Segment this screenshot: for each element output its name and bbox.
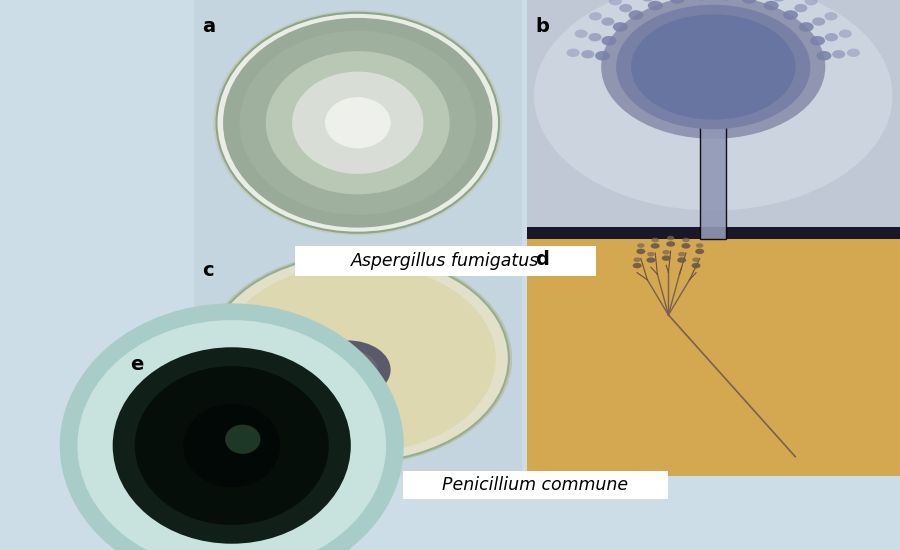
Ellipse shape [783, 10, 798, 20]
Ellipse shape [184, 404, 280, 487]
Ellipse shape [825, 33, 838, 41]
Ellipse shape [59, 304, 404, 550]
Text: b: b [536, 16, 549, 36]
FancyBboxPatch shape [526, 227, 900, 239]
Ellipse shape [329, 107, 359, 123]
Ellipse shape [816, 51, 832, 60]
Ellipse shape [670, 0, 685, 4]
Text: e: e [130, 355, 144, 374]
Ellipse shape [812, 18, 825, 26]
Ellipse shape [112, 347, 351, 544]
Ellipse shape [566, 48, 580, 57]
Ellipse shape [742, 0, 757, 4]
Ellipse shape [631, 14, 796, 120]
Circle shape [692, 257, 700, 262]
Ellipse shape [795, 4, 807, 12]
Ellipse shape [628, 10, 644, 20]
Ellipse shape [319, 349, 377, 390]
Ellipse shape [832, 50, 845, 58]
Text: c: c [202, 261, 214, 280]
Ellipse shape [351, 101, 375, 120]
Circle shape [667, 236, 674, 240]
Circle shape [691, 263, 700, 268]
Ellipse shape [223, 18, 492, 228]
Circle shape [647, 252, 654, 256]
Ellipse shape [764, 1, 778, 10]
Ellipse shape [292, 72, 423, 174]
Ellipse shape [207, 255, 508, 462]
Ellipse shape [601, 36, 617, 46]
Circle shape [646, 257, 655, 263]
Circle shape [678, 252, 686, 256]
Circle shape [662, 255, 670, 261]
Ellipse shape [340, 101, 364, 120]
Text: a: a [202, 16, 216, 36]
Ellipse shape [356, 107, 386, 123]
Ellipse shape [613, 22, 627, 32]
Circle shape [633, 263, 642, 268]
Circle shape [696, 243, 704, 248]
Ellipse shape [641, 0, 654, 2]
Ellipse shape [847, 48, 860, 57]
Ellipse shape [799, 22, 814, 32]
Ellipse shape [805, 0, 818, 6]
Text: Aspergillus fumigatus: Aspergillus fumigatus [351, 252, 540, 270]
Ellipse shape [772, 0, 786, 2]
Ellipse shape [616, 5, 810, 129]
Ellipse shape [574, 30, 588, 38]
Ellipse shape [534, 0, 893, 211]
FancyBboxPatch shape [194, 250, 522, 476]
Ellipse shape [225, 425, 260, 454]
Ellipse shape [589, 33, 601, 41]
Ellipse shape [356, 122, 386, 139]
Circle shape [695, 249, 704, 254]
Ellipse shape [239, 31, 476, 215]
FancyBboxPatch shape [295, 246, 597, 276]
Ellipse shape [266, 51, 450, 194]
Ellipse shape [351, 125, 375, 145]
Ellipse shape [581, 50, 594, 58]
Circle shape [677, 257, 686, 263]
Text: d: d [536, 250, 549, 270]
Ellipse shape [810, 36, 825, 46]
FancyBboxPatch shape [403, 471, 668, 499]
Ellipse shape [340, 125, 364, 145]
Ellipse shape [589, 12, 602, 20]
Circle shape [651, 243, 660, 249]
Ellipse shape [203, 252, 512, 464]
FancyBboxPatch shape [700, 101, 726, 239]
Ellipse shape [77, 320, 386, 550]
Circle shape [637, 243, 644, 248]
Ellipse shape [595, 51, 610, 60]
Ellipse shape [220, 264, 496, 453]
Ellipse shape [608, 0, 622, 6]
FancyBboxPatch shape [526, 239, 900, 476]
Text: Penicillium commune: Penicillium commune [443, 476, 628, 494]
Ellipse shape [135, 366, 328, 525]
Ellipse shape [824, 12, 838, 20]
FancyBboxPatch shape [194, 0, 522, 256]
Ellipse shape [839, 30, 852, 38]
Ellipse shape [357, 116, 391, 130]
Circle shape [652, 238, 659, 242]
Ellipse shape [601, 0, 825, 139]
Circle shape [636, 249, 645, 254]
Circle shape [666, 241, 675, 247]
Ellipse shape [325, 97, 391, 148]
Ellipse shape [217, 13, 499, 233]
Ellipse shape [305, 340, 391, 399]
Circle shape [634, 257, 641, 262]
Ellipse shape [325, 116, 358, 130]
Circle shape [682, 238, 689, 242]
Ellipse shape [648, 1, 662, 10]
Circle shape [681, 243, 690, 249]
FancyBboxPatch shape [122, 341, 342, 550]
Ellipse shape [329, 122, 359, 139]
Ellipse shape [331, 359, 364, 381]
FancyBboxPatch shape [526, 0, 900, 239]
Ellipse shape [213, 10, 502, 235]
Ellipse shape [601, 18, 615, 26]
Ellipse shape [619, 4, 632, 12]
Circle shape [662, 250, 670, 255]
